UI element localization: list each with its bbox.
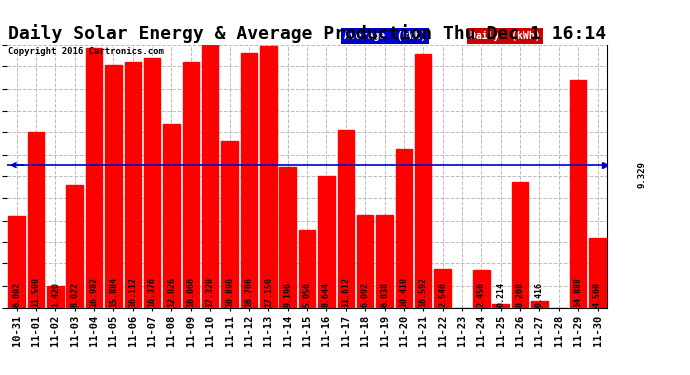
Bar xyxy=(47,286,63,308)
Text: 15.884: 15.884 xyxy=(109,277,118,307)
Text: 16.376: 16.376 xyxy=(148,277,157,307)
Text: 17.320: 17.320 xyxy=(206,277,215,307)
Title: Daily Solar Energy & Average Production Thu Dec 1 16:14: Daily Solar Energy & Average Production … xyxy=(8,24,606,44)
Text: 10.410: 10.410 xyxy=(400,277,408,307)
Text: 9.196: 9.196 xyxy=(283,282,292,307)
Text: 14.888: 14.888 xyxy=(573,277,582,307)
Text: 10.896: 10.896 xyxy=(225,277,234,307)
Bar xyxy=(570,80,586,308)
Text: 8.644: 8.644 xyxy=(322,282,331,307)
Text: 2.546: 2.546 xyxy=(438,282,447,307)
Bar xyxy=(493,304,509,307)
Bar xyxy=(202,43,219,308)
Bar xyxy=(589,238,606,308)
Text: 8.022: 8.022 xyxy=(70,282,79,307)
Text: 0.416: 0.416 xyxy=(535,282,544,307)
Bar xyxy=(512,182,529,308)
Text: Average  (kWh): Average (kWh) xyxy=(344,31,426,41)
Bar xyxy=(337,130,354,308)
Bar xyxy=(531,301,548,307)
Text: 0.214: 0.214 xyxy=(496,282,505,307)
Bar xyxy=(66,185,83,308)
Bar xyxy=(144,58,160,308)
Bar xyxy=(318,176,335,308)
Bar xyxy=(435,268,451,308)
Text: 1.420: 1.420 xyxy=(51,282,60,307)
Bar xyxy=(221,141,238,308)
Text: 8.208: 8.208 xyxy=(515,282,524,307)
Bar xyxy=(376,215,393,308)
Text: 11.508: 11.508 xyxy=(32,277,41,307)
Bar xyxy=(357,214,373,308)
Bar xyxy=(86,48,102,308)
Text: 17.150: 17.150 xyxy=(264,277,273,307)
Text: 6.092: 6.092 xyxy=(361,282,370,307)
Bar xyxy=(183,62,199,308)
Bar xyxy=(415,54,431,307)
Bar xyxy=(28,132,44,308)
Bar xyxy=(395,148,412,308)
Text: 16.982: 16.982 xyxy=(90,277,99,307)
Bar xyxy=(105,65,121,308)
Bar xyxy=(279,167,296,308)
Text: 16.592: 16.592 xyxy=(419,277,428,307)
Text: 2.456: 2.456 xyxy=(477,282,486,307)
Bar xyxy=(124,62,141,308)
Text: 6.002: 6.002 xyxy=(12,282,21,307)
Text: 5.056: 5.056 xyxy=(302,282,312,307)
Bar xyxy=(8,216,25,308)
Bar xyxy=(260,46,277,308)
Text: 11.612: 11.612 xyxy=(342,277,351,307)
Text: Daily  (kWh): Daily (kWh) xyxy=(470,31,540,41)
Text: 6.038: 6.038 xyxy=(380,282,389,307)
Bar xyxy=(473,270,490,308)
Text: 16.112: 16.112 xyxy=(128,277,137,307)
Bar xyxy=(299,230,315,308)
Text: 16.066: 16.066 xyxy=(186,277,195,307)
Text: Copyright 2016 Cartronics.com: Copyright 2016 Cartronics.com xyxy=(8,47,164,56)
Text: 4.560: 4.560 xyxy=(593,282,602,307)
Bar xyxy=(164,124,179,308)
Text: 12.026: 12.026 xyxy=(167,277,176,307)
Text: 16.706: 16.706 xyxy=(244,277,253,307)
Bar xyxy=(241,53,257,308)
